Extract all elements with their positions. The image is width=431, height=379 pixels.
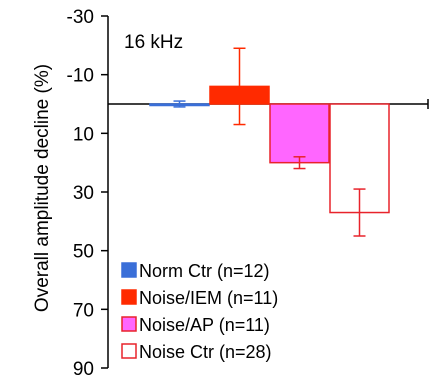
y-tick-label: 10 xyxy=(73,124,94,145)
bars-layer xyxy=(149,85,390,214)
legend-label-2: Noise/IEM (n=11) xyxy=(139,288,278,308)
legend: Norm Ctr (n=12) Noise/IEM (n=11) Noise/AP … xyxy=(121,261,278,362)
bar-3 xyxy=(269,103,330,164)
legend-label-1: Norm Ctr (n=12) xyxy=(139,261,270,281)
legend-label-4: Noise Ctr (n=28) xyxy=(139,342,272,362)
y-axis-title: Overall amplitude decline (%) xyxy=(32,64,53,312)
frequency-annotation: 16 kHz xyxy=(124,32,183,53)
y-tick-label: 30 xyxy=(73,183,94,204)
y-tick-label: -30 xyxy=(67,7,94,28)
y-tick-label: 50 xyxy=(73,242,94,263)
y-tick-label: 70 xyxy=(73,300,94,321)
y-tick-label: 90 xyxy=(73,359,94,379)
y-tick-label: -10 xyxy=(67,66,94,87)
error-bars-layer xyxy=(173,47,366,237)
legend-swatch-4 xyxy=(121,343,137,359)
legend-label-3: Noise/AP (n=11) xyxy=(139,315,270,335)
legend-swatch-1 xyxy=(121,262,137,278)
legend-swatch-2 xyxy=(121,289,137,305)
legend-swatch-3 xyxy=(121,316,137,332)
